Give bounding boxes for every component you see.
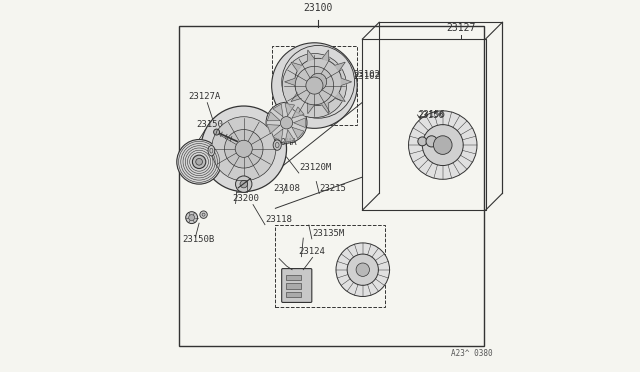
Polygon shape — [335, 62, 345, 71]
Polygon shape — [335, 93, 345, 102]
Polygon shape — [267, 112, 280, 121]
Circle shape — [236, 176, 252, 192]
Text: 23150: 23150 — [196, 120, 223, 129]
Circle shape — [212, 117, 276, 181]
Polygon shape — [292, 107, 304, 118]
Circle shape — [408, 111, 477, 179]
Text: 23124: 23124 — [298, 247, 325, 256]
Circle shape — [310, 73, 326, 90]
Polygon shape — [308, 50, 314, 61]
Bar — [271, 46, 357, 125]
Text: 23127A: 23127A — [188, 92, 220, 101]
Text: 23127: 23127 — [447, 23, 476, 33]
Circle shape — [240, 180, 248, 188]
Text: 23100: 23100 — [303, 3, 333, 13]
Circle shape — [186, 212, 198, 224]
Polygon shape — [294, 118, 305, 128]
Circle shape — [426, 136, 437, 147]
Polygon shape — [285, 130, 294, 142]
Circle shape — [177, 140, 221, 184]
Circle shape — [418, 137, 427, 146]
Bar — [275, 225, 385, 307]
Polygon shape — [285, 103, 294, 116]
Ellipse shape — [208, 145, 215, 156]
Text: 23156: 23156 — [418, 110, 445, 119]
Bar — [179, 26, 484, 346]
Circle shape — [201, 106, 287, 192]
Circle shape — [200, 211, 207, 218]
Text: 23118: 23118 — [265, 215, 292, 224]
Circle shape — [295, 66, 333, 105]
Polygon shape — [308, 103, 314, 114]
Polygon shape — [291, 93, 301, 102]
Text: 23120M: 23120M — [299, 163, 332, 172]
Polygon shape — [292, 127, 304, 138]
Text: A23^ 0380: A23^ 0380 — [451, 349, 493, 358]
Circle shape — [193, 155, 206, 169]
Polygon shape — [267, 125, 280, 134]
Bar — [286, 275, 301, 280]
Circle shape — [271, 43, 357, 128]
Text: 23102: 23102 — [353, 72, 380, 81]
Ellipse shape — [273, 140, 282, 150]
Text: 23102: 23102 — [353, 70, 380, 79]
Polygon shape — [322, 103, 329, 114]
Text: 23135M: 23135M — [312, 229, 344, 238]
Circle shape — [282, 54, 346, 118]
Circle shape — [225, 129, 263, 168]
Circle shape — [433, 136, 452, 154]
Circle shape — [196, 158, 202, 165]
Text: 23200: 23200 — [232, 194, 259, 203]
Circle shape — [336, 243, 390, 296]
Polygon shape — [285, 78, 295, 85]
Circle shape — [235, 140, 252, 157]
Circle shape — [422, 125, 463, 166]
Polygon shape — [273, 104, 283, 116]
Circle shape — [356, 263, 369, 276]
Text: 23108: 23108 — [273, 184, 300, 193]
Circle shape — [294, 58, 342, 105]
Circle shape — [306, 77, 323, 94]
FancyBboxPatch shape — [282, 269, 312, 302]
Circle shape — [282, 45, 355, 118]
Text: 23215: 23215 — [319, 184, 346, 193]
Bar — [286, 283, 301, 289]
Polygon shape — [273, 129, 283, 141]
Polygon shape — [341, 78, 351, 85]
Text: 23120MA: 23120MA — [260, 138, 298, 147]
Bar — [286, 292, 301, 297]
Circle shape — [347, 254, 378, 285]
Circle shape — [214, 129, 220, 135]
Circle shape — [280, 116, 292, 129]
Circle shape — [189, 215, 195, 221]
Circle shape — [266, 102, 307, 143]
Polygon shape — [291, 62, 301, 71]
Text: 23156: 23156 — [417, 111, 444, 120]
Text: 23150B: 23150B — [182, 235, 214, 244]
Polygon shape — [322, 50, 329, 61]
